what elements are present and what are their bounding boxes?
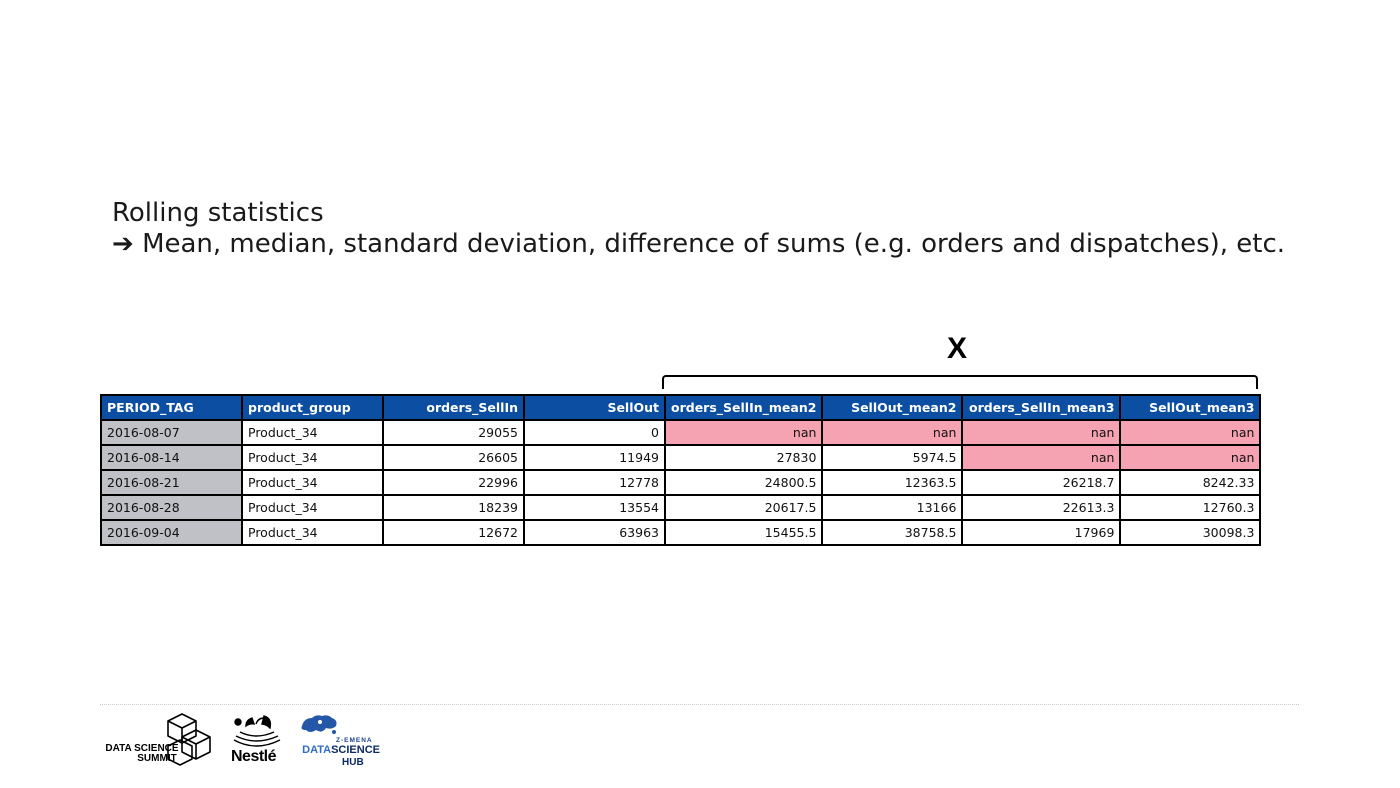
- europe-map-icon: [301, 715, 337, 734]
- table-cell: Product_34: [241, 519, 384, 546]
- table-cell: Product_34: [241, 419, 384, 446]
- table-cell: 20617.5: [663, 494, 824, 521]
- table-row: 2016-08-21 Product_34 22996 12778 24800.…: [100, 469, 1262, 496]
- table-cell: 22996: [382, 469, 525, 496]
- arrow-icon: ➔: [112, 229, 134, 259]
- table-cell: 26605: [382, 444, 525, 471]
- bracket-label: X: [947, 332, 968, 365]
- table-cell: 22613.3: [961, 494, 1122, 521]
- column-header: SellOut: [523, 394, 666, 421]
- slide-subtitle-line: ➔ Mean, median, standard deviation, diff…: [112, 229, 1285, 260]
- table-cell: 13166: [821, 494, 964, 521]
- nan-cell: nan: [1119, 419, 1262, 446]
- period-cell: 2016-08-21: [100, 469, 243, 496]
- table-cell: 63963: [523, 519, 666, 546]
- table-cell: 24800.5: [663, 469, 824, 496]
- nestle-logo: Nestlé: [228, 712, 286, 768]
- table-header-row: PERIOD_TAG product_group orders_SellIn S…: [100, 394, 1262, 421]
- table-cell: Product_34: [241, 469, 384, 496]
- column-header: product_group: [241, 394, 384, 421]
- table-cell: 12778: [523, 469, 666, 496]
- table-cell: 12672: [382, 519, 525, 546]
- column-header: orders_SellIn_mean3: [961, 394, 1122, 421]
- table-row: 2016-08-14 Product_34 26605 11949 27830 …: [100, 444, 1262, 471]
- hub-logo-small-text: Z-EMENA: [336, 737, 373, 744]
- hub-logo-text: DATASCIENCE: [302, 744, 380, 756]
- nan-cell: nan: [663, 419, 824, 446]
- table-cell: 13554: [523, 494, 666, 521]
- period-cell: 2016-08-07: [100, 419, 243, 446]
- nestle-logo-text: Nestlé: [231, 748, 277, 765]
- table-cell: 12363.5: [821, 469, 964, 496]
- table-cell: 12760.3: [1119, 494, 1262, 521]
- datascience-hub-logo: Z-EMENA DATASCIENCE HUB: [298, 712, 382, 768]
- table-row: 2016-09-04 Product_34 12672 63963 15455.…: [100, 519, 1262, 546]
- column-header: SellOut_mean3: [1119, 394, 1262, 421]
- table-cell: 26218.7: [961, 469, 1122, 496]
- table-cell: Product_34: [241, 494, 384, 521]
- table-cell: 11949: [523, 444, 666, 471]
- data-science-summit-logo: DATA SCIENCE SUMMIT: [100, 712, 215, 768]
- period-cell: 2016-08-28: [100, 494, 243, 521]
- table-cell: 30098.3: [1119, 519, 1262, 546]
- table-cell: 18239: [382, 494, 525, 521]
- table-cell: 38758.5: [821, 519, 964, 546]
- nest-birds-icon: [233, 715, 281, 747]
- slide-heading: Rolling statistics ➔ Mean, median, stand…: [112, 198, 1285, 260]
- dss-logo-text: DATA SCIENCE SUMMIT: [105, 743, 179, 764]
- nan-cell: nan: [961, 419, 1122, 446]
- slide-subtitle: Mean, median, standard deviation, differ…: [142, 229, 1286, 259]
- column-header: orders_SellIn: [382, 394, 525, 421]
- feature-bracket: [662, 375, 1258, 389]
- period-cell: 2016-08-14: [100, 444, 243, 471]
- rolling-stats-table: PERIOD_TAG product_group orders_SellIn S…: [100, 394, 1262, 546]
- nan-cell: nan: [961, 444, 1122, 471]
- hub-logo-hub-text: HUB: [342, 757, 364, 768]
- table-cell: 27830: [663, 444, 824, 471]
- table-cell: 15455.5: [663, 519, 824, 546]
- period-cell: 2016-09-04: [100, 519, 243, 546]
- slide-title: Rolling statistics: [112, 198, 324, 228]
- column-header: orders_SellIn_mean2: [663, 394, 824, 421]
- nan-cell: nan: [1119, 444, 1262, 471]
- table-row: 2016-08-07 Product_34 29055 0 nan nan na…: [100, 419, 1262, 446]
- table-cell: Product_34: [241, 444, 384, 471]
- table-cell: 0: [523, 419, 666, 446]
- table-row: 2016-08-28 Product_34 18239 13554 20617.…: [100, 494, 1262, 521]
- table-cell: 17969: [961, 519, 1122, 546]
- footer-divider: [100, 704, 1299, 705]
- table-cell: 5974.5: [821, 444, 964, 471]
- table-cell: 8242.33: [1119, 469, 1262, 496]
- column-header: PERIOD_TAG: [100, 394, 243, 421]
- cubes-icon: [167, 713, 211, 766]
- column-header: SellOut_mean2: [821, 394, 964, 421]
- nan-cell: nan: [821, 419, 964, 446]
- table-cell: 29055: [382, 419, 525, 446]
